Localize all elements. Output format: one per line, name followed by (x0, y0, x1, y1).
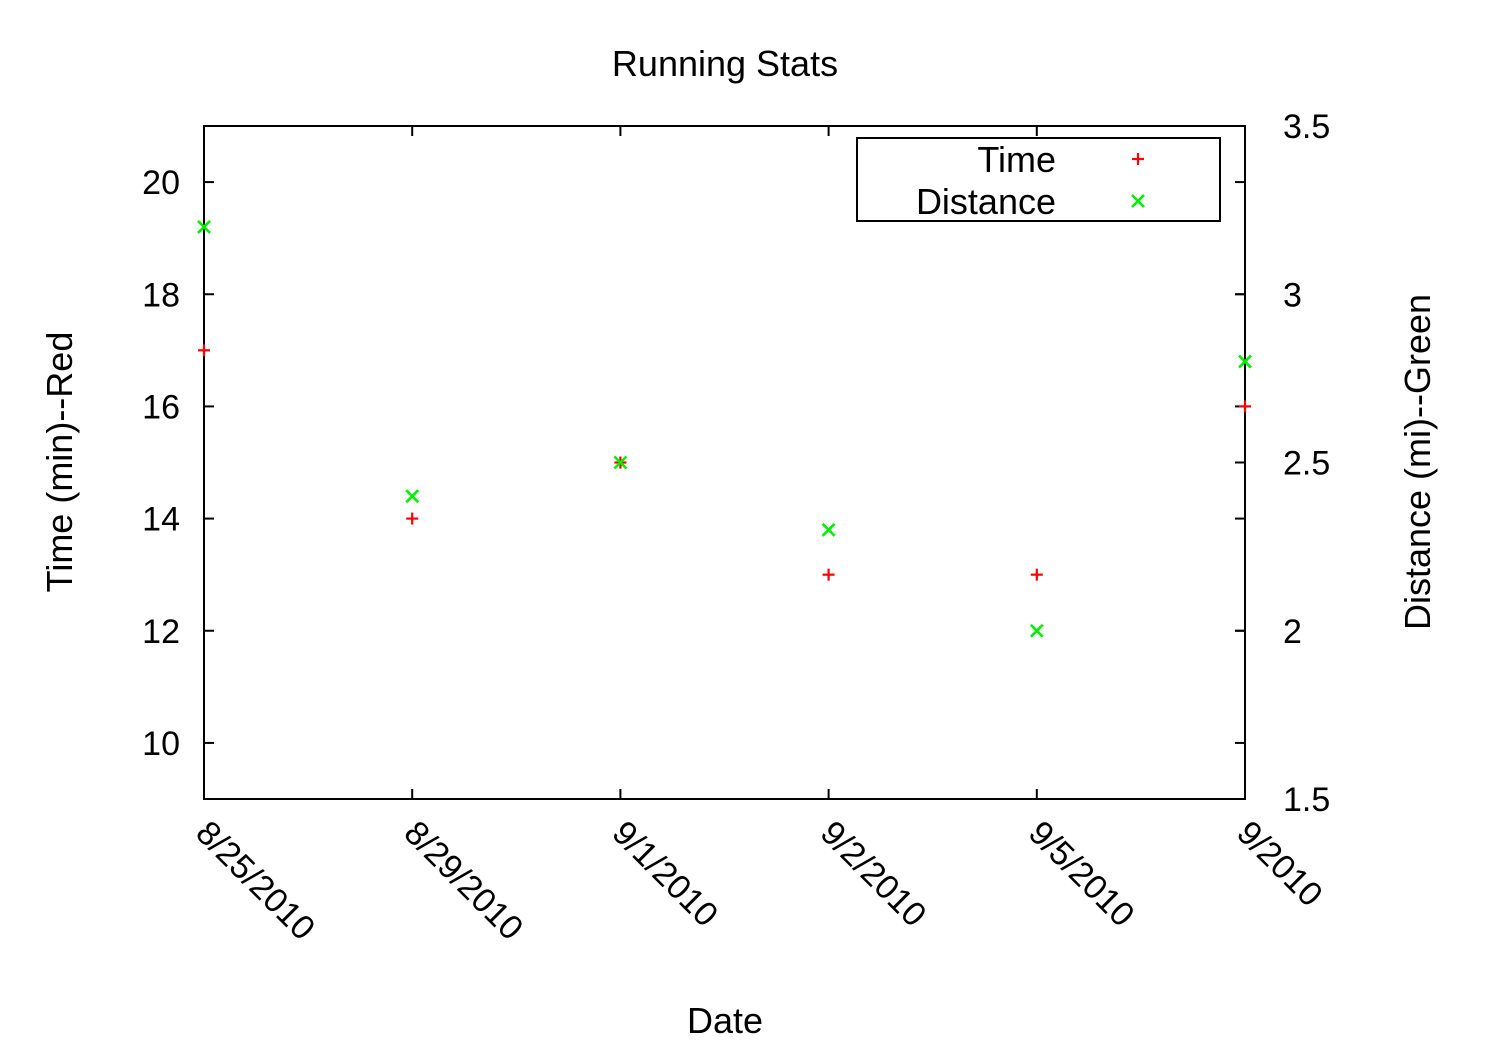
legend-label-distance: Distance (916, 181, 1056, 222)
y-tick-label: 14 (142, 501, 180, 539)
y-tick-label: 10 (142, 725, 180, 763)
distance-point (613, 455, 628, 470)
distance-point (1029, 623, 1044, 638)
time-point (1239, 400, 1251, 413)
y2-tick-label: 3 (1283, 276, 1302, 314)
y2-tick-label: 2 (1283, 613, 1302, 651)
y-tick-label: 12 (142, 613, 180, 651)
chart-title: Running Stats (612, 43, 838, 84)
y-tick-label: 18 (142, 276, 180, 314)
time-point (198, 344, 210, 357)
x-tick-label: 9/2/2010 (813, 814, 933, 934)
y-tick-label: 20 (142, 164, 180, 202)
distance-point (821, 522, 836, 537)
legend-box (856, 137, 1221, 222)
x-axis-title: Date (687, 1000, 763, 1041)
legend-label-time: Time (977, 139, 1056, 180)
x-tick-labels: 8/25/2010 8/29/2010 9/1/2010 9/2/2010 9/5/20… (188, 814, 1329, 948)
data-points (197, 220, 1252, 638)
x-tick-label: 8/29/2010 (397, 814, 531, 948)
time-point (406, 512, 419, 525)
distance-point (197, 220, 211, 234)
x-tick-label: 9/1/2010 (605, 814, 725, 934)
legend: Time Distance (856, 137, 1221, 222)
distance-point (1238, 354, 1252, 369)
time-point (822, 568, 835, 581)
y-axis-title: Time (min)--Red (39, 332, 80, 593)
y2-tick-labels: 1.5 2 2.5 3 3.5 (1283, 108, 1330, 819)
x-tick-label: 8/25/2010 (188, 814, 322, 948)
x-tick-label: 9/2010 (1229, 814, 1329, 914)
time-point (1030, 568, 1043, 581)
y2-tick-label: 3.5 (1283, 108, 1330, 146)
y2-tick-label: 1.5 (1283, 781, 1330, 819)
y2-axis-title: Distance (mi)--Green (1397, 294, 1438, 630)
y-tick-label: 16 (142, 388, 180, 426)
legend-marker-distance (1131, 194, 1145, 208)
x-tick-label: 9/5/2010 (1021, 814, 1141, 934)
y2-tick-label: 2.5 (1283, 445, 1330, 483)
plot-frame (203, 125, 1246, 800)
distance-point (405, 489, 420, 504)
y-tick-labels: 10 12 14 16 18 20 (142, 164, 180, 763)
tick-marks (203, 125, 1246, 800)
legend-marker-time (1132, 153, 1144, 165)
